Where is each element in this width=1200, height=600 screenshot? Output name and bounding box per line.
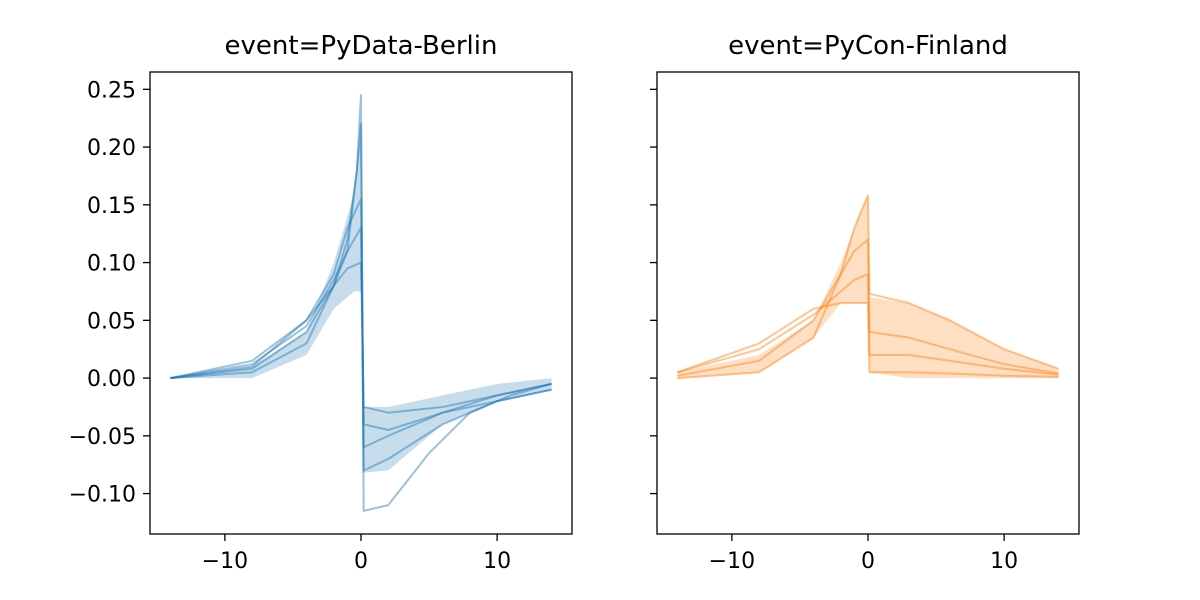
- x-tick-label: 10: [483, 549, 511, 574]
- x-tick-label: −10: [709, 549, 755, 574]
- y-tick-label: 0.25: [87, 78, 136, 103]
- band-area: [170, 124, 552, 473]
- series-line-2: [677, 273, 1059, 376]
- series-line-3: [170, 226, 552, 431]
- y-tick-label: 0.20: [87, 136, 136, 161]
- series-line-0: [677, 194, 1059, 380]
- ticks-layer: −10 0 10: [650, 88, 1018, 574]
- axes-frame: [656, 71, 1080, 535]
- y-tick-label: 0.15: [87, 194, 136, 219]
- series-line-4: [170, 261, 552, 414]
- axes-frame: [149, 71, 573, 535]
- series-line-3: [677, 302, 1059, 378]
- x-tick-label: 10: [990, 549, 1018, 574]
- y-tick-label: 0.00: [87, 367, 136, 392]
- y-tick-label: −0.10: [69, 483, 136, 508]
- series-line-0: [170, 94, 552, 512]
- panel-pycon-finland: −10 0 10 event=PyCon-Finland: [650, 31, 1080, 574]
- series-line-1: [677, 238, 1059, 377]
- x-tick-label: −10: [202, 549, 248, 574]
- panel-title: event=PyData-Berlin: [225, 31, 498, 61]
- panel-title: event=PyCon-Finland: [728, 31, 1008, 61]
- series-line-2: [170, 198, 552, 449]
- ticks-layer: −10 0 10 0.25 0.20 0.15 0.10 0.05 0.00 −0.05 −0.10: [69, 78, 512, 574]
- series-line-1: [170, 123, 552, 472]
- y-tick-label: 0.10: [87, 252, 136, 277]
- x-tick-label: 0: [354, 549, 368, 574]
- y-tick-label: 0.05: [87, 309, 136, 334]
- y-tick-label: −0.05: [69, 425, 136, 450]
- x-tick-label: 0: [861, 549, 875, 574]
- data-layer: [170, 94, 552, 512]
- band-area: [677, 195, 1059, 379]
- panel-pydata-berlin: −10 0 10 0.25 0.20 0.15 0.10 0.05 0.00 −0.05 −0.10…: [69, 31, 573, 574]
- data-layer: [677, 194, 1059, 380]
